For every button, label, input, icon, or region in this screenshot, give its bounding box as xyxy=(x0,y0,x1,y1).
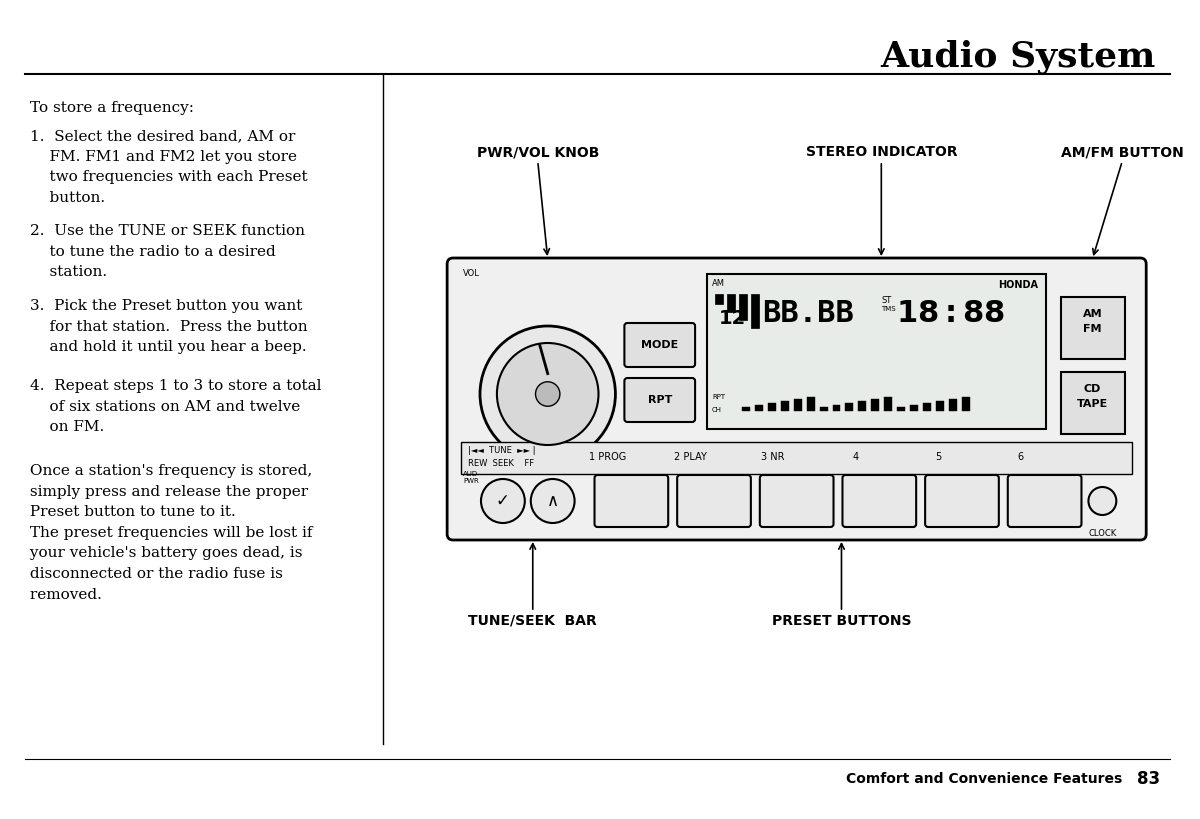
Text: 6: 6 xyxy=(1018,452,1024,462)
Bar xyxy=(806,397,815,411)
Text: PWR/VOL KNOB: PWR/VOL KNOB xyxy=(476,145,599,159)
Circle shape xyxy=(481,479,524,523)
FancyBboxPatch shape xyxy=(1008,475,1081,527)
Text: AM/FM BUTTON: AM/FM BUTTON xyxy=(1061,145,1183,159)
Bar xyxy=(820,407,828,411)
Bar xyxy=(755,405,763,411)
Text: ✓: ✓ xyxy=(496,492,510,510)
Text: TAPE: TAPE xyxy=(1076,399,1108,409)
FancyBboxPatch shape xyxy=(842,475,916,527)
Bar xyxy=(846,403,853,411)
Text: REW  SEEK    FF: REW SEEK FF xyxy=(468,459,534,468)
Bar xyxy=(739,294,746,320)
FancyBboxPatch shape xyxy=(624,378,695,422)
Text: 2 PLAY: 2 PLAY xyxy=(673,452,707,462)
Circle shape xyxy=(1088,487,1116,515)
Text: 4.  Repeat steps 1 to 3 to store a total
    of six stations on AM and twelve
  : 4. Repeat steps 1 to 3 to store a total … xyxy=(30,379,322,434)
Bar xyxy=(742,407,750,411)
Text: 1 PROG: 1 PROG xyxy=(589,452,626,462)
Circle shape xyxy=(535,382,560,406)
Bar xyxy=(833,405,840,411)
FancyBboxPatch shape xyxy=(594,475,668,527)
FancyBboxPatch shape xyxy=(925,475,998,527)
Text: 83: 83 xyxy=(1138,770,1160,788)
Text: RPT: RPT xyxy=(712,394,725,400)
Text: Once a station's frequency is stored,
 simply press and release the proper
 Pres: Once a station's frequency is stored, si… xyxy=(25,464,312,602)
Text: CH: CH xyxy=(712,407,722,413)
Bar xyxy=(884,397,893,411)
FancyBboxPatch shape xyxy=(624,323,695,367)
Text: 4: 4 xyxy=(852,452,858,462)
Text: TMS: TMS xyxy=(881,306,896,312)
Bar xyxy=(936,401,944,411)
Text: 2.  Use the TUNE or SEEK function
    to tune the radio to a desired
    station: 2. Use the TUNE or SEEK function to tune… xyxy=(30,224,305,279)
Text: ST: ST xyxy=(881,296,892,305)
Circle shape xyxy=(530,479,575,523)
Text: To store a frequency:: To store a frequency: xyxy=(30,101,194,115)
FancyBboxPatch shape xyxy=(677,475,751,527)
Text: AUD
PWR: AUD PWR xyxy=(463,471,479,484)
Text: VOL: VOL xyxy=(463,269,480,278)
Circle shape xyxy=(497,343,599,445)
FancyBboxPatch shape xyxy=(760,475,834,527)
Bar xyxy=(461,442,1133,474)
Bar xyxy=(768,403,775,411)
Bar xyxy=(898,407,905,411)
Text: CD: CD xyxy=(1084,384,1102,394)
Text: 5: 5 xyxy=(935,452,941,462)
Text: STEREO INDICATOR: STEREO INDICATOR xyxy=(805,145,958,159)
Text: AM: AM xyxy=(712,279,725,288)
Text: BB.BB: BB.BB xyxy=(762,299,853,328)
Text: $\mathbf{18:88}$: $\mathbf{18:88}$ xyxy=(896,299,1006,328)
Text: 3 NR: 3 NR xyxy=(761,452,785,462)
Text: Audio System: Audio System xyxy=(880,39,1156,74)
Text: ∧: ∧ xyxy=(547,492,559,510)
Bar xyxy=(871,399,880,411)
Text: CLOCK: CLOCK xyxy=(1088,529,1116,538)
Bar xyxy=(949,399,956,411)
Bar xyxy=(793,399,802,411)
Text: 3.  Pick the Preset button you want
    for that station.  Press the button
    : 3. Pick the Preset button you want for t… xyxy=(30,299,307,354)
Bar xyxy=(858,401,866,411)
Bar xyxy=(923,403,931,411)
Text: HONDA: HONDA xyxy=(997,280,1038,290)
Bar xyxy=(727,294,734,312)
Text: TUNE/SEEK  BAR: TUNE/SEEK BAR xyxy=(468,614,598,628)
Bar xyxy=(1061,372,1126,434)
Bar xyxy=(707,274,1045,429)
Text: |◄◄  TUNE  ►► |: |◄◄ TUNE ►► | xyxy=(468,446,535,455)
Text: FM: FM xyxy=(1084,324,1102,334)
Bar xyxy=(1061,297,1126,359)
Bar xyxy=(751,294,758,328)
Text: 12: 12 xyxy=(719,309,746,328)
Bar xyxy=(715,294,722,304)
Text: RPT: RPT xyxy=(648,395,672,405)
Text: 1.  Select the desired band, AM or
    FM. FM1 and FM2 let you store
    two fre: 1. Select the desired band, AM or FM. FM… xyxy=(30,129,307,205)
Bar xyxy=(962,397,970,411)
Bar xyxy=(910,405,918,411)
Text: PRESET BUTTONS: PRESET BUTTONS xyxy=(772,614,911,628)
Text: MODE: MODE xyxy=(641,340,678,350)
Text: Comfort and Convenience Features: Comfort and Convenience Features xyxy=(846,772,1123,786)
Circle shape xyxy=(480,326,616,462)
FancyBboxPatch shape xyxy=(448,258,1146,540)
Text: AM: AM xyxy=(1082,309,1103,319)
Bar xyxy=(781,401,788,411)
